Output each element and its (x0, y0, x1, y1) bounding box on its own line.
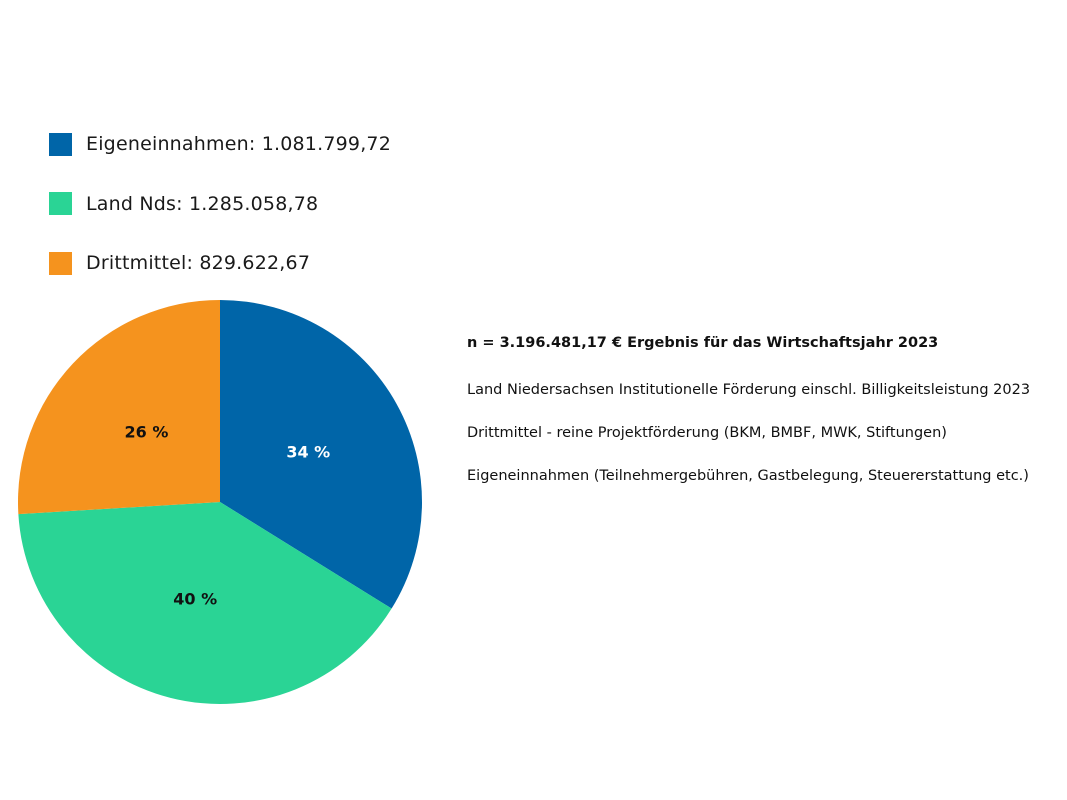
pie-slice-eigeneinnahmen (220, 300, 422, 609)
legend-item-land-nds: Land Nds: 1.285.058,78 (49, 190, 391, 218)
pie-slice-drittmittel (18, 300, 220, 515)
legend-swatch-eigeneinnahmen (49, 132, 72, 156)
legend-label-land-nds: Land Nds: 1.285.058,78 (86, 192, 319, 215)
legend-item-eigeneinnahmen: Eigeneinnahmen: 1.081.799,72 (49, 130, 391, 158)
note-drittmittel: Drittmittel - reine Projektförderung (BK… (467, 425, 947, 441)
chart-legend: Eigeneinnahmen: 1.081.799,72 Land Nds: 1… (49, 130, 391, 309)
legend-label-drittmittel: Drittmittel: 829.622,67 (86, 252, 311, 274)
pie-label-land-nds: 40 % (173, 589, 217, 608)
legend-item-drittmittel: Drittmittel: 829.622,67 (49, 249, 391, 277)
pie-chart: 34 % 40 % 26 % (18, 300, 422, 704)
legend-label-eigeneinnahmen: Eigeneinnahmen: 1.081.799,72 (86, 133, 392, 155)
pie-label-eigeneinnahmen: 34 % (286, 442, 330, 461)
legend-swatch-land-nds (49, 192, 72, 215)
note-total: n = 3.196.481,17 € Ergebnis für das Wirt… (467, 335, 939, 351)
note-land: Land Niedersachsen Institutionelle Förde… (467, 382, 1031, 398)
legend-swatch-drittmittel (49, 251, 72, 275)
note-eigen: Eigeneinnahmen (Teilnehmergebühren, Gast… (467, 468, 1029, 484)
notes-panel: n = 3.196.481,17 € Ergebnis für das Wirt… (467, 332, 1037, 508)
pie-slice-land-nds (18, 502, 392, 704)
pie-label-drittmittel: 26 % (125, 422, 169, 441)
